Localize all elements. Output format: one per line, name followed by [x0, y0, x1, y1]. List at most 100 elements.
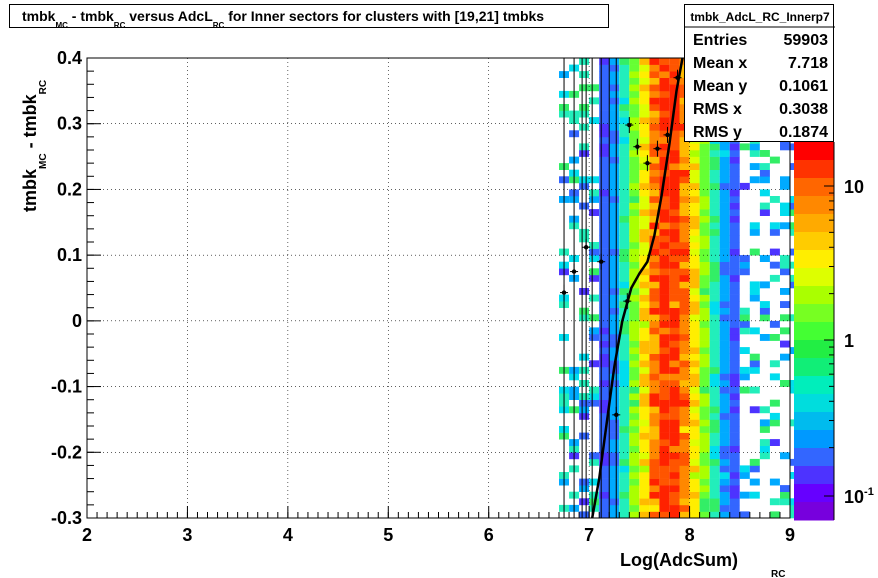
- heatmap-cell: [729, 176, 740, 184]
- title-mid: - tmbk: [68, 8, 114, 24]
- heatmap-cell: [729, 202, 740, 210]
- heatmap-cell: [669, 248, 680, 256]
- heatmap-cell: [589, 97, 600, 105]
- heatmap-cell: [759, 301, 770, 308]
- heatmap-cell: [639, 222, 650, 230]
- heatmap-cell: [619, 419, 630, 427]
- heatmap-cell: [729, 380, 740, 387]
- heatmap-cell: [699, 294, 710, 302]
- heatmap-cell: [689, 202, 700, 210]
- heatmap-cell: [739, 261, 750, 269]
- heatmap-cell: [759, 426, 770, 433]
- heatmap-cell: [659, 393, 670, 400]
- heatmap-cell: [639, 307, 650, 315]
- heatmap-cell: [619, 123, 630, 131]
- heatmap-cell: [629, 439, 640, 446]
- heatmap-cell: [599, 393, 610, 400]
- heatmap-cell: [659, 419, 670, 427]
- heatmap-cell: [629, 380, 640, 387]
- heatmap-cell: [629, 334, 640, 341]
- y-tick-label: -0.3: [51, 508, 82, 528]
- stats-label: Mean x: [693, 55, 747, 72]
- heatmap-cell: [729, 406, 740, 414]
- heatmap-cell: [759, 439, 770, 446]
- heatmap-cell: [719, 485, 730, 492]
- heatmap-cell: [669, 176, 680, 184]
- heatmap-cell: [649, 327, 660, 335]
- heatmap-cell: [679, 169, 690, 177]
- heatmap-cell: [579, 399, 590, 407]
- heatmap-cell: [669, 478, 680, 486]
- heatmap-cell: [689, 498, 700, 506]
- heatmap-cell: [639, 288, 650, 295]
- heatmap-cell: [719, 380, 730, 387]
- heatmap-cell: [719, 478, 730, 486]
- heatmap-cell: [619, 366, 630, 374]
- heatmap-cell: [679, 242, 690, 249]
- y-axis-label-sub-mc: MC: [38, 153, 49, 169]
- heatmap-cell: [729, 452, 740, 460]
- heatmap-cell: [679, 432, 690, 440]
- heatmap-cell: [719, 412, 730, 420]
- heatmap-cell: [589, 117, 600, 124]
- heatmap-cell: [599, 261, 610, 269]
- heatmap-cell: [679, 228, 690, 236]
- heatmap-cell: [599, 97, 610, 105]
- heatmap-cell: [729, 360, 740, 368]
- heatmap-cell: [739, 472, 750, 479]
- heatmap-cell: [709, 452, 720, 460]
- heatmap-cell: [609, 412, 620, 420]
- heatmap-cell: [619, 426, 630, 433]
- heatmap-cell: [719, 360, 730, 368]
- heatmap-cell: [589, 294, 600, 302]
- heatmap-cell: [689, 301, 700, 308]
- heatmap-cell: [599, 294, 610, 302]
- heatmap-cell: [639, 353, 650, 361]
- heatmap-cell: [769, 478, 780, 486]
- heatmap-cell: [659, 163, 670, 170]
- heatmap-cell: [689, 439, 700, 446]
- heatmap-cell: [659, 294, 670, 302]
- heatmap-cell: [629, 347, 640, 354]
- heatmap-cell: [739, 373, 750, 381]
- heatmap-cell: [629, 504, 640, 512]
- heatmap-cell: [729, 189, 740, 197]
- heatmap-cell: [709, 373, 720, 381]
- heatmap-cell: [609, 399, 620, 407]
- heatmap-cell: [609, 242, 620, 249]
- heatmap-cell: [619, 228, 630, 236]
- heatmap-cell: [679, 143, 690, 151]
- heatmap-cell: [780, 288, 790, 295]
- heatmap-cell: [719, 406, 730, 414]
- heatmap-cell: [659, 432, 670, 440]
- heatmap-cell: [719, 511, 730, 519]
- heatmap-cell: [719, 445, 730, 453]
- heatmap-cell: [679, 353, 690, 361]
- heatmap-cell: [729, 445, 740, 453]
- heatmap-cell: [579, 412, 590, 420]
- heatmap-cell: [679, 458, 690, 466]
- heatmap-cell: [719, 419, 730, 427]
- heatmap-cell: [689, 491, 700, 499]
- color-scale-label: 10-1: [844, 486, 874, 507]
- heatmap-cell: [629, 268, 640, 276]
- heatmap-cell: [669, 314, 680, 322]
- heatmap-cell: [609, 491, 620, 499]
- heatmap-cell: [699, 452, 710, 460]
- heatmap-cell: [780, 314, 790, 322]
- heatmap-cell: [780, 340, 790, 348]
- heatmap-cell: [739, 465, 750, 473]
- heatmap-cell: [729, 485, 740, 492]
- heatmap-cell: [629, 130, 640, 138]
- heatmap-cell: [780, 209, 790, 216]
- heatmap-cell: [709, 511, 720, 519]
- heatmap-cell: [619, 334, 630, 341]
- heatmap-cell: [649, 117, 660, 124]
- heatmap-cell: [769, 196, 780, 203]
- heatmap-cell: [609, 504, 620, 512]
- heatmap-cell: [629, 432, 640, 440]
- color-scale-band: [794, 430, 834, 449]
- heatmap-cell: [719, 209, 730, 216]
- heatmap-cell: [709, 334, 720, 341]
